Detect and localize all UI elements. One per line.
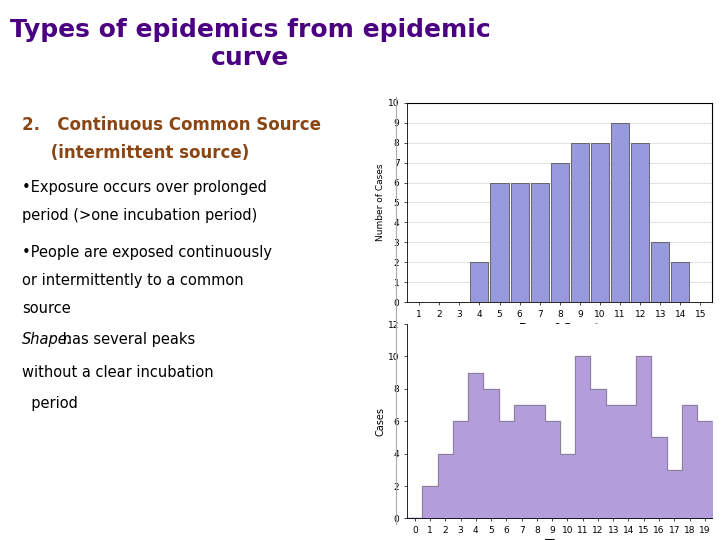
Text: (intermittent source): (intermittent source) xyxy=(22,144,249,161)
Y-axis label: Cases: Cases xyxy=(375,407,385,436)
Bar xyxy=(470,262,489,302)
Y-axis label: Number of Cases: Number of Cases xyxy=(376,164,385,241)
Text: •People are exposed continuously: •People are exposed continuously xyxy=(22,245,272,260)
Bar xyxy=(510,183,529,302)
Bar xyxy=(571,143,589,302)
Text: without a clear incubation: without a clear incubation xyxy=(22,366,214,381)
Bar xyxy=(591,143,609,302)
Bar xyxy=(551,163,569,302)
X-axis label: Day of Onset: Day of Onset xyxy=(520,323,600,333)
Text: has several peaks: has several peaks xyxy=(58,332,196,347)
Text: 2.   Continuous Common Source: 2. Continuous Common Source xyxy=(22,116,321,133)
Text: Types of epidemics from epidemic
curve: Types of epidemics from epidemic curve xyxy=(10,18,491,70)
Text: period: period xyxy=(22,396,78,411)
Text: Shape:: Shape: xyxy=(22,332,73,347)
Text: •Exposure occurs over prolonged: •Exposure occurs over prolonged xyxy=(22,180,267,195)
Bar xyxy=(631,143,649,302)
Bar xyxy=(491,183,509,302)
Bar xyxy=(531,183,549,302)
Bar xyxy=(611,123,629,302)
Text: or intermittently to a common: or intermittently to a common xyxy=(22,273,244,288)
Bar xyxy=(671,262,689,302)
Text: source: source xyxy=(22,301,71,316)
X-axis label: Time: Time xyxy=(545,539,575,540)
Text: period (>one incubation period): period (>one incubation period) xyxy=(22,208,257,223)
Bar xyxy=(651,242,670,302)
